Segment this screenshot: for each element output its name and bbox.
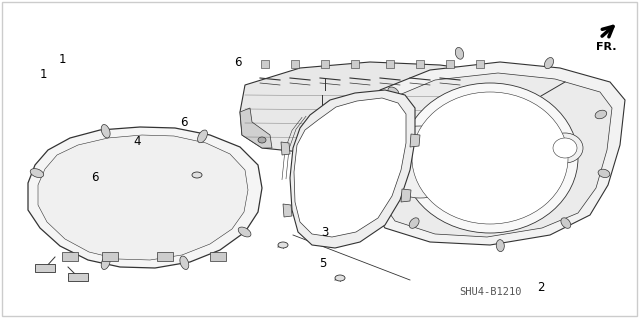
Polygon shape (362, 62, 625, 245)
Text: 1: 1 (40, 69, 47, 81)
Polygon shape (386, 60, 394, 68)
Ellipse shape (496, 240, 504, 252)
Polygon shape (291, 60, 299, 68)
Ellipse shape (545, 57, 554, 69)
Polygon shape (210, 252, 226, 261)
Polygon shape (283, 204, 292, 217)
Polygon shape (446, 192, 512, 207)
Polygon shape (35, 264, 55, 272)
Text: 6: 6 (234, 56, 242, 69)
Polygon shape (410, 134, 420, 147)
Polygon shape (261, 60, 269, 68)
Text: 4: 4 (134, 136, 141, 148)
Ellipse shape (455, 48, 463, 59)
Polygon shape (446, 60, 454, 68)
Polygon shape (401, 189, 411, 202)
Ellipse shape (306, 147, 314, 153)
Polygon shape (157, 252, 173, 261)
Ellipse shape (388, 87, 399, 97)
Polygon shape (38, 135, 248, 260)
Ellipse shape (376, 149, 384, 155)
Ellipse shape (412, 92, 568, 224)
Polygon shape (290, 90, 415, 248)
Polygon shape (321, 60, 329, 68)
Ellipse shape (238, 227, 251, 237)
Text: FR.: FR. (596, 42, 616, 52)
Polygon shape (416, 60, 424, 68)
Polygon shape (68, 273, 88, 281)
Text: 1: 1 (59, 53, 67, 65)
Text: SHU4-B1210: SHU4-B1210 (459, 287, 521, 297)
Ellipse shape (486, 135, 494, 141)
Ellipse shape (553, 138, 577, 158)
Text: 3: 3 (321, 226, 329, 239)
Polygon shape (375, 73, 612, 237)
Ellipse shape (402, 83, 578, 233)
Ellipse shape (595, 110, 607, 119)
Ellipse shape (258, 137, 266, 143)
Polygon shape (351, 60, 359, 68)
Polygon shape (28, 127, 262, 268)
Ellipse shape (335, 275, 345, 281)
Ellipse shape (561, 218, 571, 228)
Ellipse shape (30, 169, 44, 177)
Polygon shape (294, 98, 406, 237)
Ellipse shape (198, 130, 207, 143)
Ellipse shape (192, 172, 202, 178)
Text: 6: 6 (91, 171, 99, 183)
Ellipse shape (180, 256, 189, 270)
Ellipse shape (446, 144, 454, 150)
Polygon shape (240, 108, 272, 148)
Ellipse shape (547, 133, 583, 163)
Ellipse shape (598, 169, 610, 178)
Text: 5: 5 (319, 257, 327, 270)
Polygon shape (476, 60, 484, 68)
Ellipse shape (378, 126, 462, 198)
Ellipse shape (367, 152, 378, 160)
Text: 6: 6 (180, 116, 188, 129)
Polygon shape (102, 252, 118, 261)
Text: 2: 2 (537, 281, 545, 293)
Ellipse shape (101, 256, 110, 270)
Polygon shape (281, 142, 290, 155)
Ellipse shape (278, 242, 288, 248)
Polygon shape (240, 62, 510, 155)
Polygon shape (62, 252, 78, 261)
Ellipse shape (409, 218, 419, 228)
Ellipse shape (101, 124, 110, 138)
